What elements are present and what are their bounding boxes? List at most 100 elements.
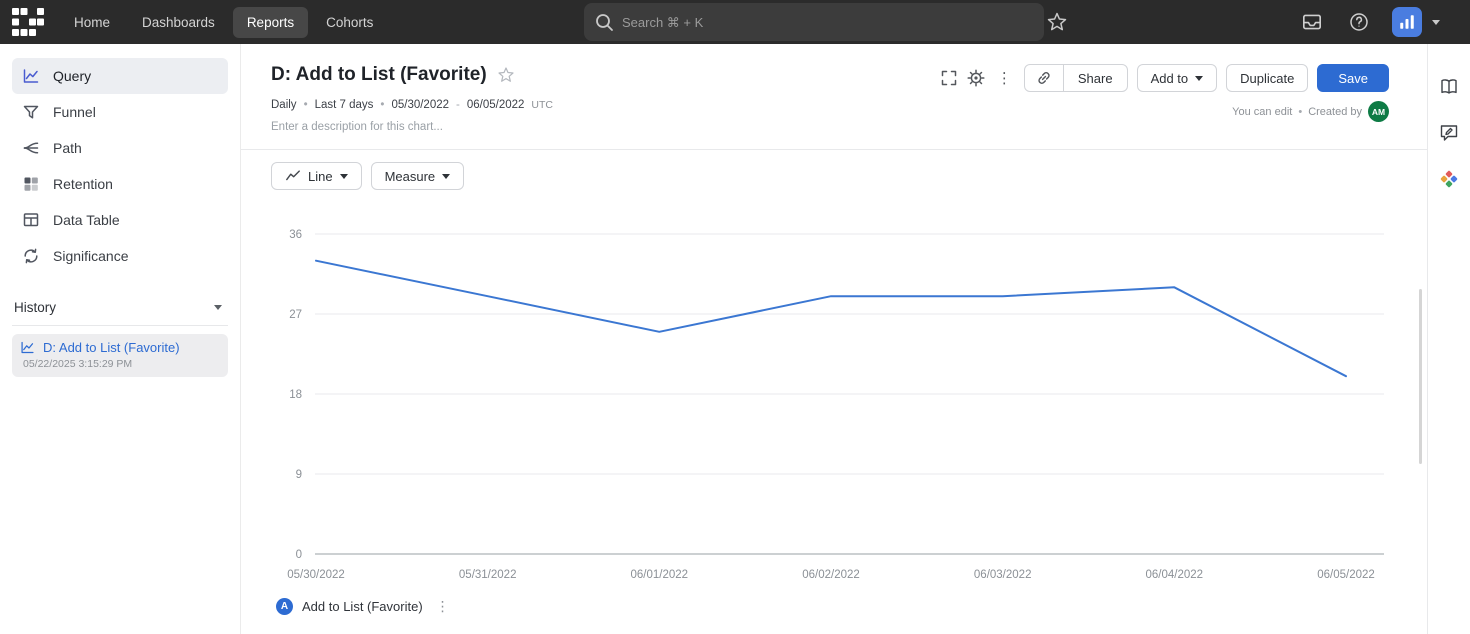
duplicate-button[interactable]: Duplicate bbox=[1226, 64, 1309, 92]
chart-legend: A Add to List (Favorite) ⋮ bbox=[276, 598, 1389, 615]
search-bar[interactable] bbox=[584, 3, 1044, 41]
significance-icon bbox=[22, 247, 40, 265]
chart-controls: Line Measure bbox=[271, 162, 1389, 190]
history-entry-title: D: Add to List (Favorite) bbox=[43, 340, 180, 355]
line-chart-icon bbox=[20, 340, 35, 355]
date-range-preset[interactable]: Last 7 days bbox=[314, 99, 374, 111]
right-rail bbox=[1427, 44, 1470, 634]
apps-puzzle-icon[interactable] bbox=[1438, 168, 1460, 190]
report-canvas: D: Add to List (Favorite) ⋮ Share bbox=[240, 44, 1427, 634]
report-meta: Daily • Last 7 days • 05/30/2022 - 06/05… bbox=[271, 99, 1389, 111]
chevron-down-icon bbox=[1195, 75, 1204, 81]
copy-link-button[interactable] bbox=[1025, 65, 1063, 91]
sidebar-item-data-table[interactable]: Data Table bbox=[12, 202, 228, 238]
top-nav: Home Dashboards Reports Cohorts bbox=[0, 0, 1470, 44]
sidebar-item-label: Funnel bbox=[53, 104, 96, 120]
line-chart-icon bbox=[285, 168, 301, 184]
history-list: D: Add to List (Favorite) 05/22/2025 3:15… bbox=[12, 334, 228, 377]
history-entry[interactable]: D: Add to List (Favorite) 05/22/2025 3:15… bbox=[12, 334, 228, 377]
history-entry-timestamp: 05/22/2025 3:15:29 PM bbox=[23, 358, 133, 370]
chart-type-selector[interactable]: Line bbox=[271, 162, 362, 190]
created-by-label: Created by bbox=[1308, 105, 1362, 118]
edit-note: You can edit • Created by AM bbox=[1232, 101, 1389, 122]
nav-item-home[interactable]: Home bbox=[74, 14, 111, 30]
share-button[interactable]: Share bbox=[1062, 65, 1127, 91]
fullscreen-icon[interactable] bbox=[940, 69, 958, 87]
sidebar-item-significance[interactable]: Significance bbox=[12, 238, 228, 274]
chevron-down-icon bbox=[1432, 19, 1440, 25]
history-divider bbox=[12, 325, 228, 326]
x-tick-label: 06/01/2022 bbox=[631, 569, 689, 581]
nav-item-dashboards[interactable]: Dashboards bbox=[142, 14, 215, 30]
chevron-down-icon bbox=[442, 173, 451, 179]
org-avatar[interactable] bbox=[1392, 0, 1422, 44]
search-input[interactable] bbox=[622, 14, 1034, 30]
nav-item-cohorts[interactable]: Cohorts bbox=[326, 14, 374, 30]
inbox-tray-icon[interactable] bbox=[1300, 0, 1324, 44]
share-button-group: Share bbox=[1023, 64, 1128, 92]
creator-avatar[interactable]: AM bbox=[1368, 101, 1389, 122]
scrollbar-thumb[interactable] bbox=[1419, 289, 1422, 464]
link-icon bbox=[1035, 69, 1053, 87]
sidebar-item-label: Significance bbox=[53, 248, 129, 264]
measure-selector[interactable]: Measure bbox=[370, 162, 465, 190]
date-to[interactable]: 06/05/2022 bbox=[466, 99, 525, 111]
query-icon bbox=[22, 67, 40, 85]
x-tick-label: 06/04/2022 bbox=[1146, 569, 1204, 581]
sidebar-item-path[interactable]: Path bbox=[12, 130, 228, 166]
primary-nav: Home Dashboards Reports Cohorts bbox=[60, 6, 387, 38]
settings-gear-icon[interactable] bbox=[967, 69, 985, 87]
feedback-icon[interactable] bbox=[1438, 122, 1460, 144]
y-tick-label: 27 bbox=[289, 309, 302, 321]
line-chart: 0 9 18 27 36 05/30/2022 05/31/2022 06/01/2022 06… bbox=[287, 229, 1384, 581]
sidebar-item-funnel[interactable]: Funnel bbox=[12, 94, 228, 130]
sidebar-item-label: Data Table bbox=[53, 212, 120, 228]
account-menu-caret[interactable] bbox=[1432, 0, 1440, 44]
favorite-star-icon[interactable] bbox=[497, 66, 515, 84]
permission-note: You can edit bbox=[1232, 105, 1293, 118]
series-badge[interactable]: A bbox=[276, 598, 293, 615]
description-input[interactable] bbox=[271, 121, 651, 133]
chart-type-label: Line bbox=[308, 168, 333, 184]
favorites-star-icon[interactable] bbox=[1046, 0, 1068, 44]
measure-label: Measure bbox=[384, 168, 436, 184]
date-dash: - bbox=[456, 99, 460, 111]
nav-item-reports[interactable]: Reports bbox=[232, 6, 309, 38]
date-from[interactable]: 05/30/2022 bbox=[391, 99, 450, 111]
help-icon[interactable] bbox=[1348, 0, 1370, 44]
path-icon bbox=[22, 139, 40, 157]
timezone-label[interactable]: UTC bbox=[531, 99, 554, 111]
sidebar-item-label: Retention bbox=[53, 176, 113, 192]
app-logo[interactable] bbox=[12, 8, 44, 36]
add-to-button[interactable]: Add to bbox=[1136, 64, 1218, 92]
series-menu-icon[interactable]: ⋮ bbox=[435, 598, 450, 614]
series-line bbox=[315, 259, 1347, 378]
search-icon bbox=[596, 14, 613, 31]
report-title[interactable]: D: Add to List (Favorite) bbox=[271, 64, 487, 85]
docs-book-icon[interactable] bbox=[1438, 76, 1460, 98]
x-tick-label: 06/02/2022 bbox=[802, 569, 860, 581]
sidebar: Query Funnel Path Retention Data Table Signif… bbox=[0, 44, 240, 634]
sidebar-item-retention[interactable]: Retention bbox=[12, 166, 228, 202]
history-section-header[interactable]: History bbox=[14, 300, 222, 315]
x-tick-label: 06/05/2022 bbox=[1317, 569, 1375, 581]
report-type-list: Query Funnel Path Retention Data Table Signif… bbox=[12, 58, 228, 274]
overflow-menu-icon[interactable]: ⋮ bbox=[996, 70, 1012, 87]
report-actions: ⋮ Share Add to Duplicate Save bbox=[940, 64, 1389, 92]
add-to-label: Add to bbox=[1150, 70, 1189, 86]
save-button[interactable]: Save bbox=[1317, 64, 1389, 92]
meta-separator: • bbox=[380, 99, 385, 111]
report-header: D: Add to List (Favorite) bbox=[271, 64, 1389, 86]
x-tick-label: 06/03/2022 bbox=[974, 569, 1032, 581]
retention-icon bbox=[22, 175, 40, 193]
funnel-icon bbox=[22, 103, 40, 121]
series-label: Add to List (Favorite) bbox=[302, 599, 423, 614]
data-table-icon bbox=[22, 211, 40, 229]
sidebar-item-label: Query bbox=[53, 68, 92, 84]
org-badge-icon bbox=[1392, 7, 1422, 37]
interval-selector[interactable]: Daily bbox=[271, 99, 297, 111]
y-tick-label: 9 bbox=[296, 469, 302, 481]
sidebar-item-query[interactable]: Query bbox=[12, 58, 228, 94]
chart-area: 0 9 18 27 36 05/30/2022 05/31/2022 06/01/2022 06… bbox=[241, 216, 1427, 596]
x-tick-label: 05/30/2022 bbox=[287, 569, 345, 581]
